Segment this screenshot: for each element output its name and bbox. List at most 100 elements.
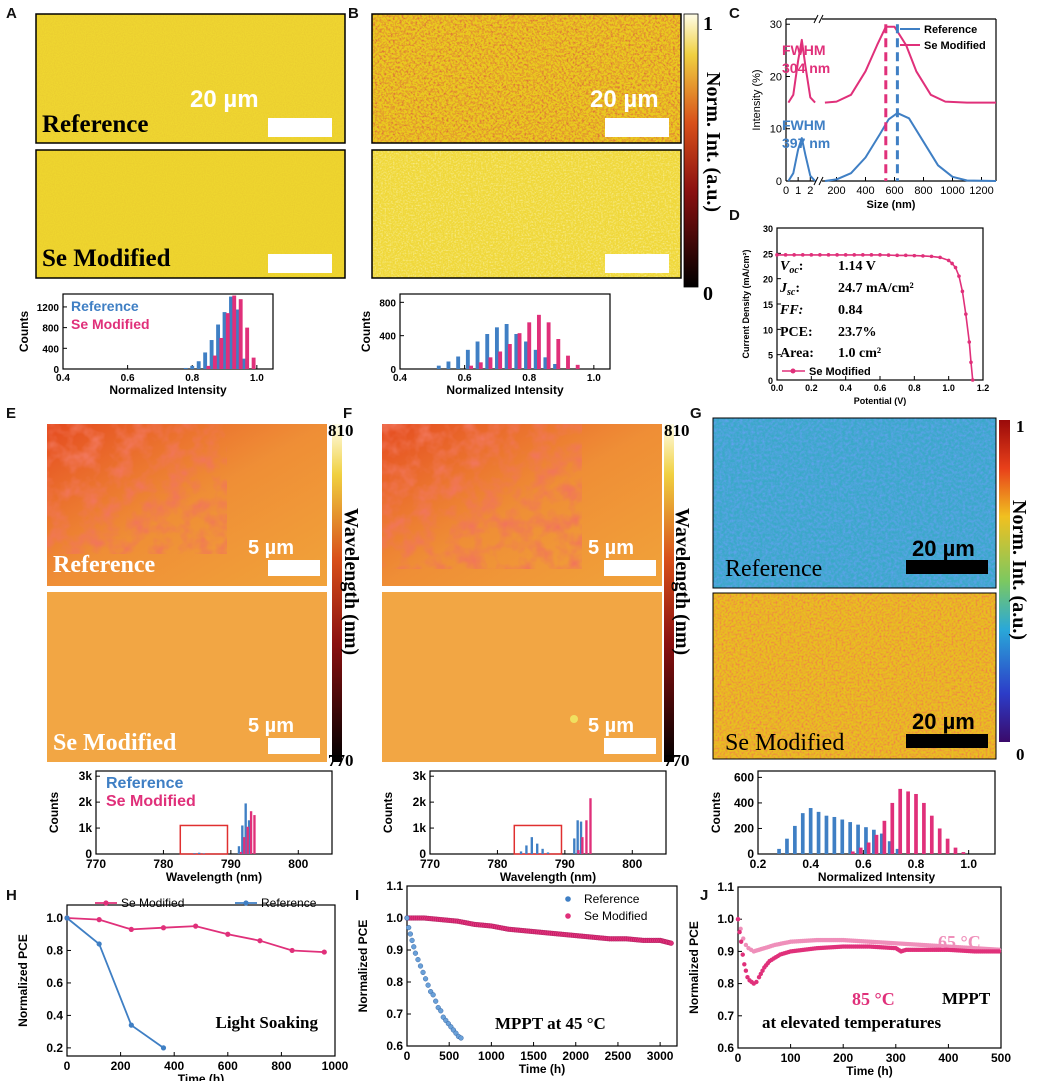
- panel-f-colorbar-min: 770: [664, 751, 690, 770]
- y-tick-label: 200: [734, 821, 754, 835]
- hist-bar-modified: [527, 322, 532, 369]
- x-tick-label: 1200: [969, 185, 993, 197]
- x-tick-label: 200: [833, 1051, 853, 1065]
- hist-bar-reference: [436, 365, 441, 369]
- data-point-85c: [760, 968, 765, 973]
- annotation-line-1: MPPT: [942, 989, 991, 1008]
- jv-point: [852, 253, 857, 257]
- hist-bar-modified: [556, 339, 561, 369]
- y-tick-label: 0.9: [717, 944, 734, 958]
- jv-point: [967, 340, 972, 344]
- panel-e-colorbar-max: 810: [328, 421, 354, 440]
- data-point-reference: [458, 1035, 464, 1041]
- legend-label: Se Modified: [809, 366, 871, 378]
- panel-g-colorbar-label: Norm. Int. (a.u.): [1008, 500, 1030, 640]
- y-tick-label: 0.6: [46, 976, 63, 990]
- x-tick-label: 780: [153, 857, 173, 871]
- hist-bar-reference: [800, 813, 805, 854]
- data-point-reference: [404, 915, 410, 921]
- panel-e-colorbar: [332, 424, 342, 762]
- x-tick-label: 2000: [562, 1049, 589, 1063]
- x-tick-label: 2500: [605, 1049, 632, 1063]
- y-axis-label: Intensity (%): [751, 69, 763, 130]
- jv-point: [826, 253, 831, 257]
- panel-f-modified-scale-bar: [604, 738, 656, 754]
- panel-b-scale-bar: [605, 118, 669, 137]
- jv-point: [835, 253, 839, 257]
- panel-d-ff-value: 0.84: [838, 303, 863, 318]
- x-tick-label: 300: [886, 1051, 906, 1065]
- hist-bar-modified: [232, 295, 237, 369]
- chart-g-histogram: 0.2 0.4 0.6 0.8 1.0 0 200 400 600 Normalized Inte…: [709, 770, 996, 884]
- y-tick-label: 1.1: [386, 879, 403, 893]
- jv-point: [929, 254, 934, 259]
- legend-65c: 65 °C: [938, 932, 981, 952]
- panel-g-colorbar: [999, 420, 1010, 742]
- x-tick-label: 0: [783, 185, 789, 197]
- jv-point: [957, 274, 961, 278]
- jv-point: [946, 258, 951, 263]
- jv-point: [800, 253, 805, 257]
- legend-modified: Se Modified: [71, 316, 150, 332]
- hist-bar-reference: [816, 811, 821, 854]
- panel-b-modified-frame: [371, 149, 682, 279]
- panel-letter-j: J: [700, 887, 708, 904]
- data-point: [160, 925, 167, 931]
- hist-bar-reference: [237, 846, 241, 854]
- hist-bar-reference: [848, 822, 853, 854]
- y-tick-label: 3k: [413, 769, 427, 783]
- data-point-85c: [756, 974, 762, 980]
- jv-point: [912, 253, 917, 258]
- x-tick-label: 500: [991, 1051, 1011, 1065]
- jv-point: [861, 253, 865, 257]
- data-point-reference: [412, 950, 419, 956]
- hist-bar-reference: [541, 848, 544, 854]
- panel-d-voc-label: Voc:: [780, 259, 803, 276]
- hist-bar-modified: [469, 365, 474, 369]
- hist-bar-reference: [190, 365, 195, 369]
- y-axis-label: Normalized PCE: [16, 934, 30, 1027]
- hist-bar-modified: [858, 847, 863, 854]
- panel-e-modified-label: Se Modified: [53, 730, 177, 756]
- x-tick-label: 0.2: [805, 383, 818, 393]
- chart-i-mppt-45c: 0 500 1000 1500 2000 2500 3000 0.6 0.7 0.8 0.9 1.0 1…: [356, 879, 678, 1076]
- series-line-small-reference: [787, 137, 816, 182]
- jv-point: [921, 254, 925, 258]
- jv-point: [792, 253, 796, 257]
- x-tick-label: 0.8: [522, 373, 536, 384]
- highlight-box: [179, 824, 229, 855]
- series-line-reference: [66, 917, 165, 1049]
- y-axis-label: Current Density (mA/cm²): [741, 249, 751, 358]
- legend-label: Reference: [584, 892, 640, 906]
- hist-bar-modified: [239, 851, 243, 854]
- y-axis-label: Counts: [381, 792, 395, 834]
- y-tick-label: 30: [763, 224, 773, 234]
- jv-point: [903, 253, 908, 258]
- x-tick-label: 0.6: [874, 383, 887, 393]
- panel-a-reference-frame: [35, 13, 346, 144]
- y-tick-label: 0: [776, 176, 782, 188]
- hist-bar-modified: [517, 333, 522, 369]
- x-tick-label: 800: [914, 185, 932, 197]
- data-point: [96, 917, 102, 923]
- panel-d-jsc-value: 24.7 mA/cm²: [838, 281, 914, 296]
- chart-a-histogram: 0.4 0.6 0.8 1.0 0 400 800 1200 Normalized Intens…: [17, 293, 274, 397]
- y-tick-label: 0.9: [386, 943, 403, 957]
- hist-bar-modified: [945, 838, 950, 854]
- panel-e-reference-label: Reference: [53, 552, 156, 578]
- x-tick-label: 200: [827, 185, 845, 197]
- hist-bar-modified: [898, 788, 903, 854]
- y-tick-label: 0.7: [386, 1007, 403, 1021]
- data-point: [289, 947, 295, 954]
- chart-b-histogram: 0.4 0.6 0.8 1.0 0 400 800 Normalized Intensity C…: [359, 293, 611, 397]
- jv-point: [783, 253, 788, 257]
- y-tick-label: 0.4: [46, 1008, 63, 1022]
- panel-b-modified-scale-bar: [605, 254, 669, 273]
- hist-bar-modified: [937, 828, 942, 854]
- panel-letter-a: A: [6, 5, 17, 22]
- x-tick-label: 500: [439, 1049, 459, 1063]
- panel-g-reference-frame: [712, 417, 997, 589]
- x-tick-label: 600: [218, 1059, 238, 1073]
- x-tick-label: 0.4: [393, 373, 407, 384]
- hist-bar-reference: [241, 825, 244, 854]
